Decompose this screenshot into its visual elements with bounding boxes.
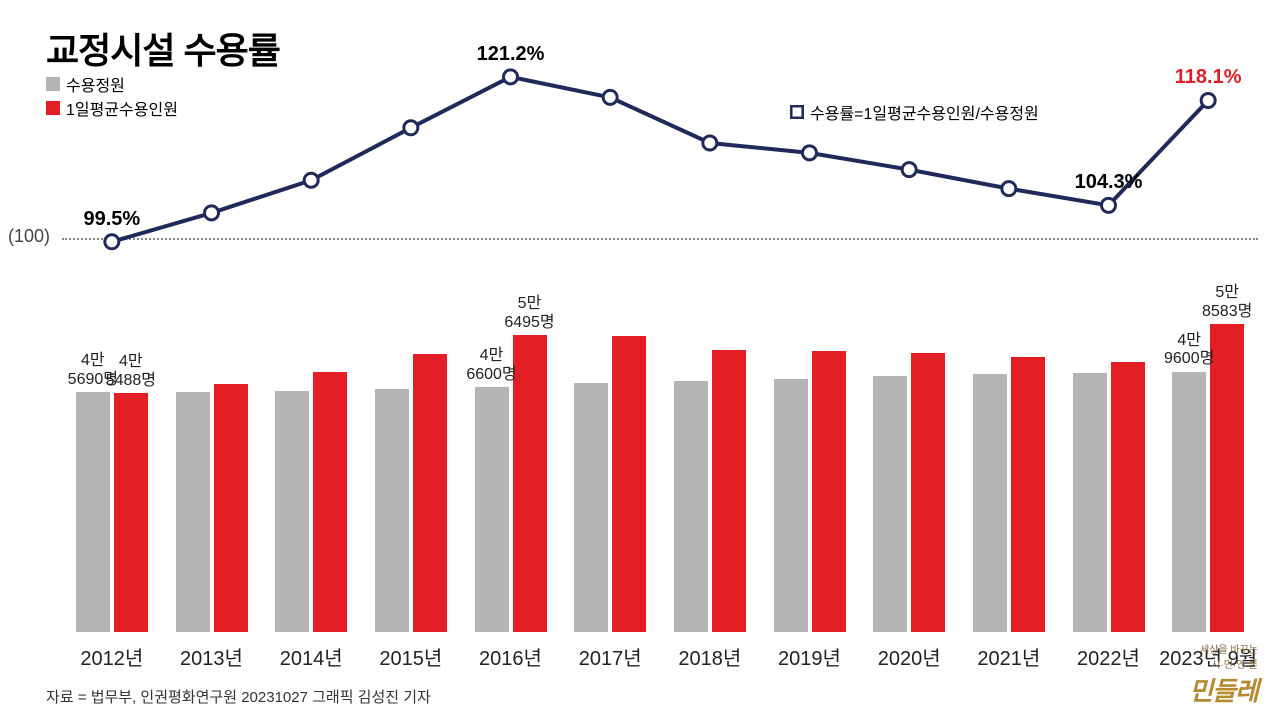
- rate-label: 121.2%: [477, 43, 545, 66]
- bar-capacity: [176, 392, 210, 632]
- rate-marker: [703, 136, 717, 150]
- bar-group: [275, 372, 347, 632]
- bar-capacity: [375, 389, 409, 632]
- bar-daily-label: 5만8583명: [1202, 284, 1252, 321]
- x-axis-label: 2012년: [80, 642, 143, 671]
- bar-capacity: [873, 376, 907, 632]
- rate-label: 104.3%: [1075, 171, 1143, 194]
- bar-capacity: [973, 374, 1007, 632]
- bar-capacity: [1172, 372, 1206, 632]
- bar-daily: [513, 335, 547, 632]
- x-axis-label: 2014년: [280, 642, 343, 671]
- bar-group: [1172, 324, 1244, 632]
- x-axis-label: 2018년: [678, 642, 741, 671]
- rate-line: [112, 77, 1208, 242]
- source-text: 자료 = 법무부, 인권평화연구원 20231027 그래픽 김성진 기자: [46, 686, 431, 707]
- bar-capacity-label: 4만6600명: [466, 347, 516, 384]
- bar-group: [973, 357, 1045, 632]
- rate-label: 118.1%: [1175, 66, 1242, 89]
- publisher-logo: 세상을 바꾸는시·민·언·론 민들레: [1189, 641, 1258, 708]
- bar-capacity: [674, 381, 708, 632]
- rate-label: 99.5%: [83, 208, 140, 231]
- rate-marker: [1102, 198, 1116, 212]
- bar-capacity-label: 4만9600명: [1164, 332, 1214, 369]
- bar-group: [76, 392, 148, 632]
- bar-group: [375, 354, 447, 632]
- rate-marker: [803, 146, 817, 160]
- rate-marker: [1002, 182, 1016, 196]
- x-axis-label: 2017년: [579, 642, 642, 671]
- rate-marker: [304, 173, 318, 187]
- bar-capacity: [275, 391, 309, 633]
- rate-marker: [603, 90, 617, 104]
- bar-capacity: [475, 387, 509, 632]
- bar-daily: [712, 350, 746, 632]
- x-axis-label: 2016년: [479, 642, 542, 671]
- bar-capacity: [1073, 373, 1107, 632]
- bar-group: [176, 384, 248, 632]
- bar-daily: [114, 393, 148, 632]
- rate-marker: [404, 121, 418, 135]
- x-axis-label: 2022년: [1077, 642, 1140, 671]
- x-axis-label: 2020년: [878, 642, 941, 671]
- rate-marker: [105, 235, 119, 249]
- logo-wordmark: 민들레: [1189, 671, 1258, 708]
- bar-group: [873, 353, 945, 632]
- bar-daily: [612, 336, 646, 632]
- x-axis-label: 2015년: [379, 642, 442, 671]
- x-axis-label: 2019년: [778, 642, 841, 671]
- bar-daily: [413, 354, 447, 632]
- bar-daily-label: 4만5488명: [106, 353, 156, 390]
- bar-group: [574, 336, 646, 632]
- bar-group: [774, 351, 846, 632]
- bar-capacity: [76, 392, 110, 632]
- bar-daily: [214, 384, 248, 632]
- bar-daily: [313, 372, 347, 632]
- bar-group: [1073, 362, 1145, 632]
- rate-marker: [205, 206, 219, 220]
- bar-daily: [1111, 362, 1145, 632]
- bar-daily: [812, 351, 846, 632]
- bar-daily: [911, 353, 945, 632]
- bar-capacity: [574, 383, 608, 632]
- bar-daily: [1011, 357, 1045, 632]
- x-axis-label: 2013년: [180, 642, 243, 671]
- bar-group: [674, 350, 746, 632]
- bar-daily-label: 5만6495명: [504, 295, 554, 332]
- logo-tagline: 세상을 바꾸는시·민·언·론: [1189, 641, 1258, 671]
- bar-daily: [1210, 324, 1244, 632]
- bar-capacity: [774, 379, 808, 632]
- rate-marker: [504, 70, 518, 84]
- rate-marker: [902, 163, 916, 177]
- rate-marker: [1201, 93, 1215, 107]
- x-axis-label: 2021년: [977, 642, 1040, 671]
